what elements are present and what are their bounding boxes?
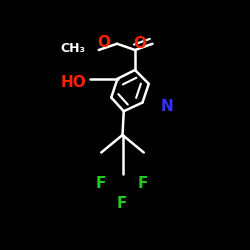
Text: CH₃: CH₃ [60,42,85,55]
Text: N: N [161,99,174,114]
Text: O: O [134,36,146,51]
Text: F: F [96,176,106,191]
Text: HO: HO [61,75,87,90]
Text: F: F [137,176,148,191]
Text: O: O [97,35,110,50]
Text: F: F [117,196,127,211]
